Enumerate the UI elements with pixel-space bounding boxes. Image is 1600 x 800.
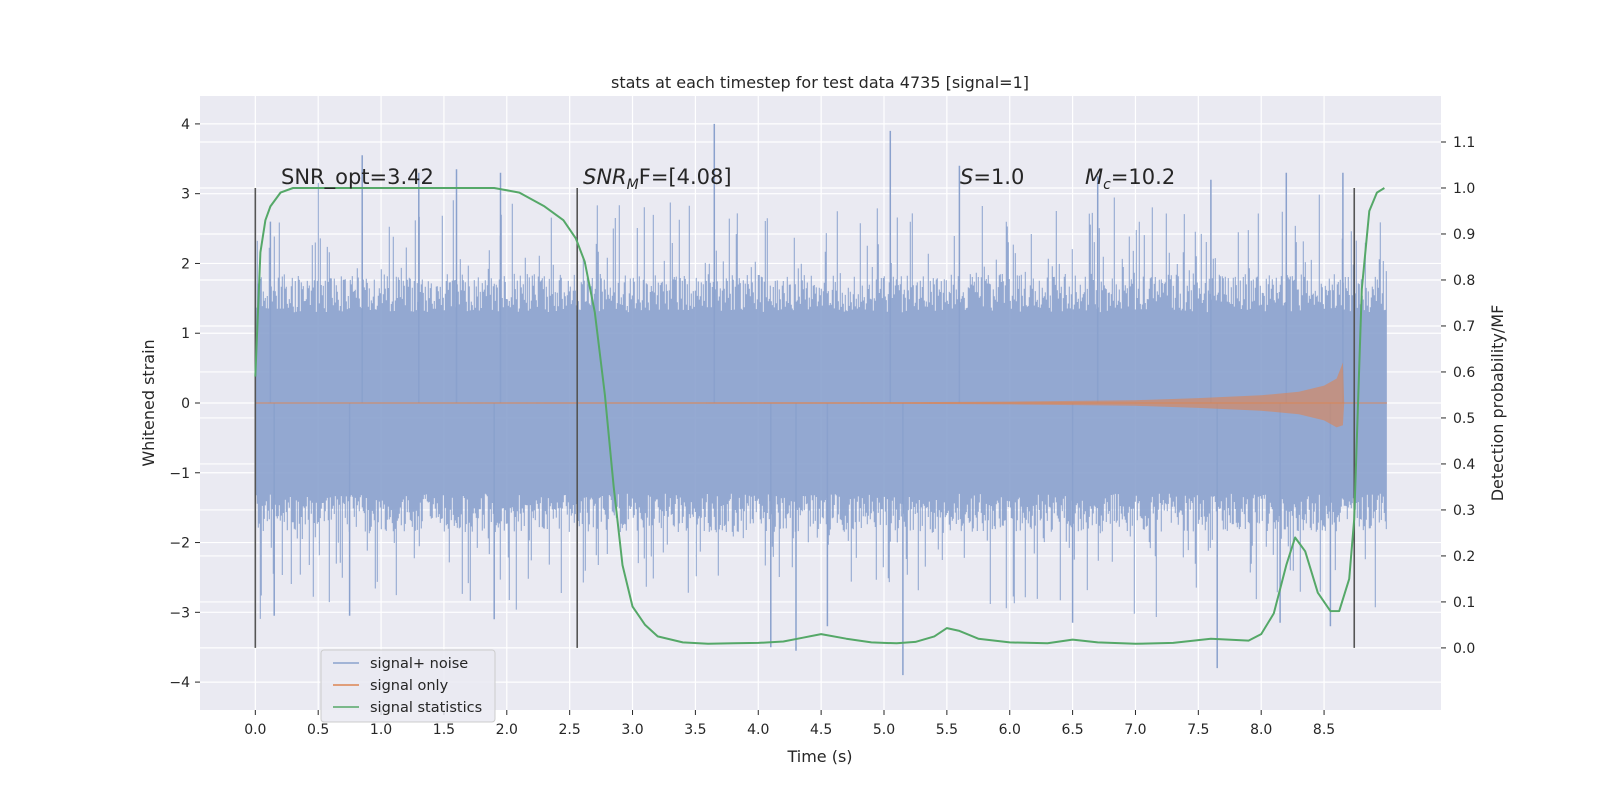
signal-noise-peaks — [269, 123, 1344, 676]
y-tick-label: −4 — [169, 675, 190, 691]
annotation-snr-mf-main: SNR — [583, 165, 627, 189]
y-tick-label: −3 — [169, 605, 190, 621]
legend-box — [320, 649, 496, 723]
annotations: SNR_opt=3.42 SNRMF=[4.08] S=1.0 Mc=10.2 — [281, 165, 1175, 193]
y2-tick-label: 0.6 — [1453, 365, 1475, 381]
x-tick-label: 6.5 — [1061, 722, 1083, 738]
chart-title: stats at each timestep for test data 473… — [611, 73, 1029, 92]
y2-tick-label: 1.0 — [1453, 181, 1475, 197]
annotation-mc-main: M — [1085, 165, 1103, 189]
x-tick-label: 2.0 — [496, 722, 518, 738]
annotation-mc-value: =10.2 — [1111, 165, 1175, 189]
x-tick-label: 2.5 — [559, 722, 581, 738]
y2-tick-label: 0.9 — [1453, 227, 1475, 243]
annotation-s: S=1.0 — [960, 165, 1024, 189]
annotation-mc-sub: c — [1103, 177, 1111, 193]
y2-tick-label: 0.4 — [1453, 457, 1475, 473]
x-tick-label: 6.0 — [999, 722, 1021, 738]
x-tick-label: 8.0 — [1250, 722, 1272, 738]
annotation-snr-mf-rest: F=[4.08] — [639, 165, 732, 189]
x-tick-label: 3.0 — [621, 722, 643, 738]
y2-tick-label: 0.1 — [1453, 595, 1475, 611]
y2-tick-label: 0.2 — [1453, 549, 1475, 565]
y2-tick-label: 0.0 — [1453, 641, 1475, 657]
legend: signal+ noise signal only signal statist… — [320, 649, 496, 723]
signal-statistics-line — [254, 187, 1385, 645]
x-tick-label: 5.5 — [936, 722, 958, 738]
x-tick-label: 0.5 — [307, 722, 329, 738]
legend-label-signal-only: signal only — [370, 678, 449, 694]
annotation-s-value: =1.0 — [973, 165, 1024, 189]
y2-tick-label: 0.5 — [1453, 411, 1475, 427]
vertical-markers — [254, 187, 1356, 648]
x-tick-label: 4.5 — [810, 722, 832, 738]
y-tick-label: 4 — [181, 117, 190, 133]
annotation-snr-mf-sub: M — [627, 177, 639, 193]
y-tick-label: 0 — [181, 396, 190, 412]
x-tick-label: 0.0 — [244, 722, 266, 738]
x-tick-label: 4.0 — [747, 722, 769, 738]
x-tick-label: 5.0 — [873, 722, 895, 738]
y2-tick-label: 0.8 — [1453, 273, 1475, 289]
annotation-snr-opt: SNR_opt=3.42 — [281, 165, 434, 190]
y-tick-label: −2 — [169, 536, 190, 552]
signal-statistics-series — [254, 187, 1385, 645]
x-tick-label: 7.0 — [1124, 722, 1146, 738]
y2-tick-label: 1.1 — [1453, 135, 1475, 151]
x-tick-label: 8.5 — [1313, 722, 1335, 738]
x-tick-label: 1.5 — [433, 722, 455, 738]
y-tick-label: −1 — [169, 466, 190, 482]
annotation-mc: Mc=10.2 — [1085, 165, 1175, 193]
legend-label-signal-noise: signal+ noise — [370, 656, 468, 672]
axis-ticks: 0.0 0.5 1.0 1.5 2.0 2.5 3.0 3.5 4.0 4.5 5.0 5.5 6.0 6… — [169, 117, 1475, 738]
x-axis-label: Time (s) — [786, 747, 852, 766]
y2-tick-label: 0.7 — [1453, 319, 1475, 335]
annotation-snr-mf: SNRMF=[4.08] — [583, 165, 732, 193]
y-tick-label: 3 — [181, 187, 190, 203]
signal-only-series — [255, 362, 1387, 428]
y2-tick-label: 0.3 — [1453, 503, 1475, 519]
y-axis-label: Whitened strain — [139, 339, 158, 466]
legend-label-signal-statistics: signal statistics — [370, 700, 482, 716]
x-tick-label: 7.5 — [1187, 722, 1209, 738]
x-tick-label: 1.0 — [370, 722, 392, 738]
y2-axis-label: Detection probability/MF — [1488, 305, 1507, 502]
y-tick-label: 2 — [181, 256, 190, 272]
annotation-s-symbol: S — [960, 165, 973, 189]
y-tick-label: 1 — [181, 326, 190, 342]
x-tick-label: 3.5 — [684, 722, 706, 738]
